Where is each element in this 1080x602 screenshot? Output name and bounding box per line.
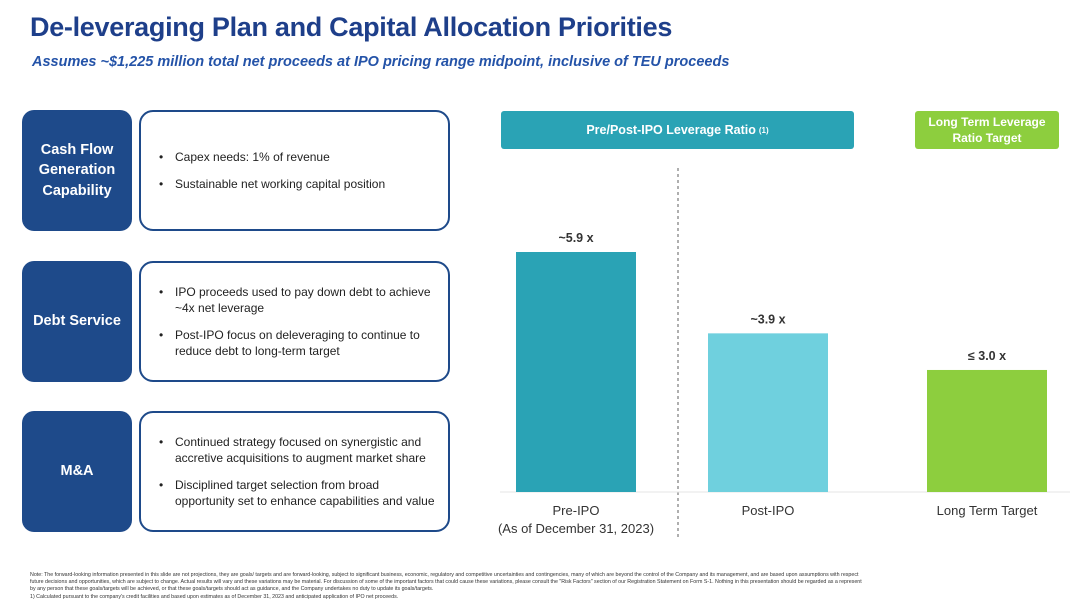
row-box-ma: • Continued strategy focused on synergist… bbox=[139, 411, 450, 532]
bullet-text: Capex needs: 1% of revenue bbox=[175, 150, 330, 165]
row-label-debt-service: Debt Service bbox=[22, 261, 132, 382]
footnote-line: Note: The forward-looking information pr… bbox=[30, 572, 859, 578]
bar-0 bbox=[516, 252, 636, 492]
category-label-1-0: Post-IPO bbox=[742, 503, 795, 518]
bullet-dot-icon: • bbox=[159, 477, 164, 492]
priority-row-ma: M&A • Continued strategy focused on syner… bbox=[22, 411, 452, 532]
bar-1 bbox=[708, 333, 828, 492]
bullet-dot-icon: • bbox=[159, 435, 164, 450]
bullet-text: Disciplined target selection from broad … bbox=[175, 477, 435, 508]
row-label-cash-flow: Cash Flow Generation Capability bbox=[22, 110, 132, 231]
page-subtitle: Assumes ~$1,225 million total net procee… bbox=[32, 54, 730, 70]
bullet-item: • Post-IPO focus on deleveraging to conti… bbox=[159, 327, 438, 359]
bullet-text: IPO proceeds used to pay down debt to ac… bbox=[175, 285, 431, 316]
bullet-dot-icon: • bbox=[159, 150, 164, 165]
bullet-item: • IPO proceeds used to pay down debt to a… bbox=[159, 284, 438, 316]
category-label-0-0: Pre-IPO bbox=[553, 503, 600, 518]
footnote-line: future decisions and opportunities, whic… bbox=[30, 579, 862, 586]
bullet-item: • Sustainable net working capital positio… bbox=[159, 176, 438, 192]
leverage-bar-chart: ~5.9 x Pre-IPO (As of December 31, 2023) ~3… bbox=[498, 168, 1070, 540]
bullet-dot-icon: • bbox=[159, 327, 164, 342]
bar-value-label-0: ~5.9 x bbox=[558, 231, 593, 245]
bullet-item: • Capex needs: 1% of revenue bbox=[159, 149, 438, 165]
footnote-line: by any person that these goals/targets w… bbox=[30, 586, 434, 593]
row-label-ma: M&A bbox=[22, 411, 132, 532]
priority-row-cash-flow: Cash Flow Generation Capability • Capex n… bbox=[22, 110, 452, 231]
bullet-dot-icon: • bbox=[159, 176, 164, 191]
bullet-dot-icon: • bbox=[159, 285, 164, 300]
bullet-text: Post-IPO focus on deleveraging to contin… bbox=[175, 327, 420, 358]
bullet-item: • Continued strategy focused on synergist… bbox=[159, 434, 438, 466]
footnote: Note: The forward-looking information pr… bbox=[30, 572, 1080, 602]
bullet-item: • Disciplined target selection from broad… bbox=[159, 477, 438, 509]
row-box-debt-service: • IPO proceeds used to pay down debt to a… bbox=[139, 261, 450, 382]
leverage-ratio-header: Pre/Post-IPO Leverage Ratio (1) bbox=[501, 111, 854, 149]
footnote-marker: (1) bbox=[758, 125, 769, 135]
row-box-cash-flow: • Capex needs: 1% of revenue • Sustainable… bbox=[139, 110, 450, 231]
long-term-target-header: Long Term Leverage Ratio Target bbox=[915, 111, 1059, 149]
footnote-line: 1) Calculated pursuant to the company's … bbox=[30, 593, 399, 600]
page-title: De-leveraging Plan and Capital Allocatio… bbox=[30, 12, 673, 42]
bar-value-label-2: ≤ 3.0 x bbox=[968, 349, 1006, 363]
bullet-text: Sustainable net working capital position bbox=[175, 176, 386, 191]
category-label-2-0: Long Term Target bbox=[937, 503, 1038, 518]
bar-value-label-1: ~3.9 x bbox=[750, 312, 785, 326]
leverage-ratio-header-text: Pre/Post-IPO Leverage Ratio bbox=[586, 123, 756, 137]
bar-2 bbox=[927, 369, 1047, 492]
category-label-0-1: (As of December 31, 2023) bbox=[498, 521, 654, 536]
priority-row-debt-service: Debt Service • IPO proceeds used to pay d… bbox=[22, 261, 452, 382]
bullet-text: Continued strategy focused on synergisti… bbox=[175, 435, 426, 466]
